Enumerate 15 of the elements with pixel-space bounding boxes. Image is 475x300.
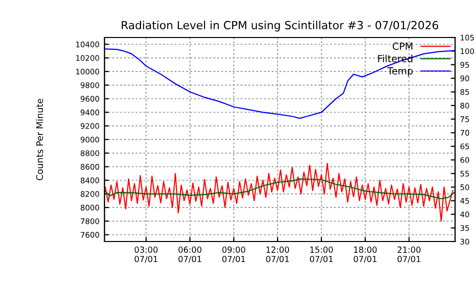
legend-label: CPM [392, 42, 412, 50]
chart-title: Radiation Level in CPM using Scintillator #3 - 07/01/2026 [122, 20, 438, 32]
y-axis-title: Counts Per Minute [36, 98, 44, 180]
x-tick-label: 06:00 07/01 [178, 246, 202, 263]
x-tick-label: 09:00 07/01 [222, 246, 246, 263]
x-tick-label: 12:00 07/01 [266, 246, 290, 263]
line-series [104, 178, 455, 200]
x-tick-label: 18:00 07/01 [354, 246, 377, 263]
line-series [104, 162, 454, 222]
legend-label: Filtered [378, 54, 412, 62]
x-tick-label: 15:00 07/01 [310, 246, 333, 263]
legend-label: Temp [387, 67, 413, 76]
x-tick-label: 03:00 07/01 [134, 246, 158, 263]
line-series [104, 48, 455, 119]
x-tick-label: 21:00 07/01 [398, 246, 420, 263]
